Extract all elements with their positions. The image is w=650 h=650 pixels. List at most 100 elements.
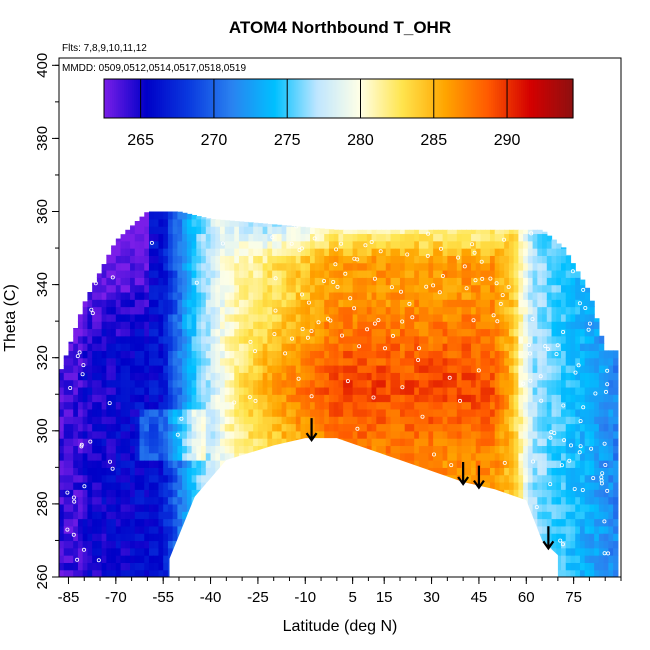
heatmap-cell: [262, 321, 268, 330]
heatmap-cell: [475, 379, 482, 388]
heatmap-cell: [139, 269, 145, 278]
heatmap-cell: [153, 335, 160, 344]
heatmap-cell: [381, 445, 387, 454]
heatmap-cell: [456, 277, 463, 286]
heatmap-cell: [234, 445, 240, 454]
heatmap-cell: [551, 394, 557, 403]
heatmap-cell: [447, 255, 453, 264]
heatmap-cell: [485, 481, 491, 490]
heatmap-cell: [115, 408, 122, 417]
heatmap-cell: [163, 299, 169, 308]
heatmap-cell: [371, 343, 377, 351]
heatmap-cell: [201, 386, 207, 395]
heatmap-cell: [215, 423, 221, 432]
heatmap-cell: [437, 372, 444, 381]
heatmap-cell: [267, 394, 273, 403]
heatmap-cell: [201, 255, 207, 264]
heatmap-cell: [314, 357, 321, 366]
heatmap-cell: [328, 343, 335, 351]
heatmap-cell: [130, 525, 136, 534]
heatmap-cell: [243, 299, 250, 308]
heatmap-cell: [125, 496, 131, 505]
heatmap-cell: [300, 357, 306, 366]
heatmap-cell: [139, 357, 145, 366]
heatmap-cell: [471, 248, 477, 256]
heatmap-cell: [551, 503, 557, 512]
heatmap-cell: [381, 379, 387, 388]
heatmap-cell: [404, 357, 411, 366]
heatmap-cell: [291, 313, 297, 322]
heatmap-cell: [291, 372, 297, 381]
heatmap-cell: [262, 423, 268, 432]
heatmap-cell: [92, 282, 98, 286]
heatmap-cell: [442, 401, 448, 410]
heatmap-cell: [523, 328, 529, 337]
heatmap-cell: [134, 503, 141, 512]
heatmap-cell: [153, 547, 160, 556]
heatmap-cell: [220, 445, 226, 454]
heatmap-cell: [466, 372, 472, 381]
heatmap-cell: [452, 408, 458, 417]
heatmap-cell: [376, 328, 382, 337]
heatmap-cell: [134, 365, 141, 373]
heatmap-cell: [499, 269, 505, 278]
heatmap-cell: [115, 460, 122, 468]
heatmap-cell: [428, 452, 434, 461]
heatmap-cell: [267, 350, 273, 359]
heatmap-cell: [433, 299, 439, 308]
heatmap-cell: [494, 240, 501, 249]
heatmap-cell: [437, 306, 444, 315]
heatmap-cell: [291, 335, 297, 344]
heatmap-cell: [125, 379, 131, 388]
heatmap-cell: [286, 430, 292, 439]
heatmap-cell: [352, 423, 358, 432]
heatmap-cell: [115, 503, 122, 512]
heatmap-cell: [314, 372, 321, 381]
heatmap-cell: [92, 372, 98, 381]
heatmap-cell: [210, 416, 216, 425]
heatmap-cell: [106, 306, 112, 315]
heatmap-cell: [224, 365, 231, 373]
heatmap-cell: [390, 248, 396, 256]
heatmap-cell: [546, 386, 553, 395]
heatmap-cell: [153, 562, 160, 571]
heatmap-cell: [148, 525, 155, 534]
heatmap-cell: [366, 269, 373, 278]
heatmap-cell: [423, 291, 430, 300]
heatmap-cell: [433, 430, 439, 439]
heatmap-cell: [362, 416, 368, 425]
heatmap-cell: [177, 328, 183, 337]
heatmap-cell: [77, 343, 84, 351]
heatmap-cell: [556, 401, 562, 410]
heatmap-cell: [148, 401, 155, 410]
heatmap-cell: [82, 569, 89, 577]
heatmap-cell: [556, 474, 562, 483]
heatmap-cell: [172, 452, 178, 461]
heatmap-cell: [466, 423, 472, 432]
heatmap-cell: [172, 313, 178, 322]
heatmap-cell: [447, 343, 453, 351]
heatmap-cell: [101, 343, 107, 351]
heatmap-cell: [172, 357, 178, 366]
heatmap-cell: [172, 248, 178, 256]
heatmap-cell: [248, 350, 254, 359]
heatmap-cell: [267, 269, 273, 278]
heatmap-cell: [96, 547, 103, 556]
heatmap-cell: [106, 547, 112, 556]
heatmap-cell: [428, 401, 434, 410]
heatmap-cell: [452, 248, 458, 256]
heatmap-cell: [357, 240, 363, 249]
heatmap-cell: [551, 452, 557, 461]
heatmap-cell: [466, 313, 472, 322]
heatmap-cell: [153, 401, 160, 410]
heatmap-cell: [471, 229, 477, 235]
heatmap-cell: [92, 423, 98, 432]
heatmap-cell: [186, 248, 193, 256]
heatmap-cell: [210, 438, 216, 447]
heatmap-cell: [362, 372, 368, 381]
heatmap-cell: [499, 460, 505, 468]
heatmap-cell: [376, 291, 382, 300]
heatmap-cell: [527, 306, 534, 315]
heatmap-cell: [385, 350, 392, 359]
heatmap-cell: [153, 365, 160, 373]
